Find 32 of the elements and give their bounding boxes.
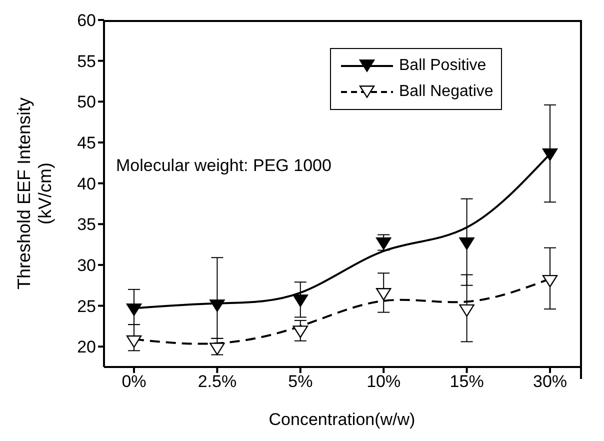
y-tick-label: 45	[77, 134, 96, 153]
x-axis-title: Concentration(w/w)	[268, 410, 416, 429]
legend-label: Ball Positive	[399, 57, 486, 75]
point	[459, 304, 474, 317]
x-tick-label: 10%	[366, 372, 401, 392]
y-axis-title: Threshold EEF Intensity (kV/cm)	[14, 97, 55, 290]
x-tick-label: 30%	[532, 372, 568, 392]
point	[126, 304, 142, 316]
point	[210, 299, 225, 312]
y-tick-label: 25	[77, 296, 96, 316]
point	[292, 326, 308, 338]
annotation: Molecular weight: PEG 1000	[116, 156, 332, 176]
point	[210, 342, 225, 356]
y-tick-label: 35	[77, 215, 96, 234]
x-tick-label: 5%	[288, 372, 313, 392]
y-tick-label: 30	[77, 256, 96, 275]
x-tick-label: 15%	[450, 372, 484, 392]
y-tick-label: 40	[77, 174, 96, 194]
point	[292, 294, 308, 307]
y-tick-label: 55	[77, 52, 96, 71]
point	[542, 274, 558, 288]
y-tick-label: 20	[77, 338, 96, 357]
x-tick-label: 2.5%	[198, 372, 237, 392]
point	[542, 148, 558, 161]
legend-label: Ball Negative	[399, 83, 494, 101]
x-tick-label: 0%	[122, 372, 146, 392]
point	[376, 288, 392, 300]
point	[126, 335, 142, 348]
point	[459, 237, 474, 250]
y-tick-label: 60	[77, 11, 96, 30]
point	[376, 237, 392, 250]
y-tick-label: 50	[77, 92, 96, 112]
